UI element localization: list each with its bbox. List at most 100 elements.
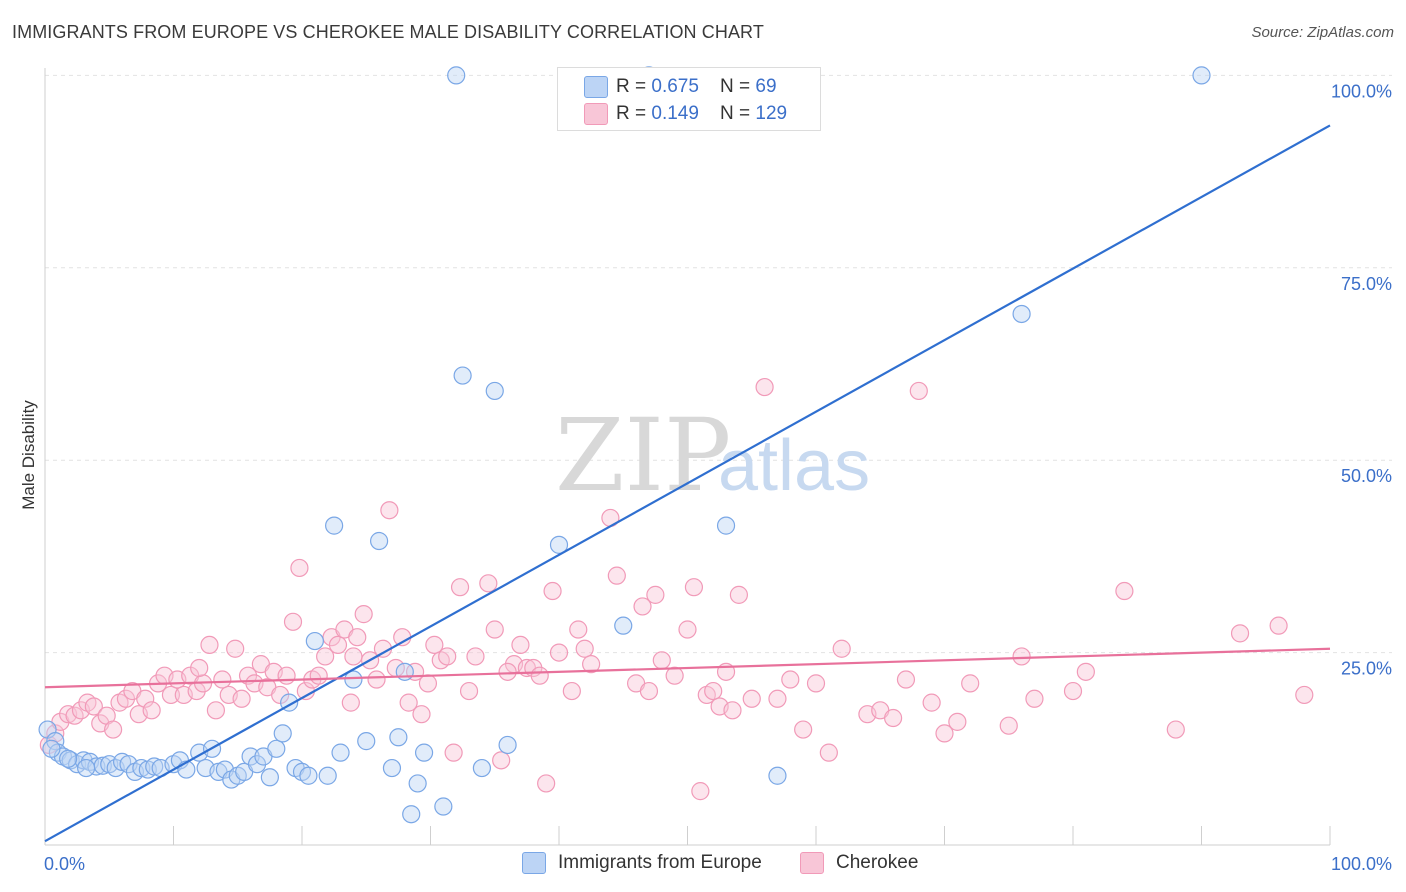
- cherokee-point: [492, 751, 511, 770]
- cherokee-point: [459, 681, 479, 701]
- cherokee-point: [511, 635, 530, 655]
- cherokee-point: [562, 681, 581, 701]
- cherokee-point: [704, 681, 723, 701]
- cherokee-point: [1115, 581, 1134, 601]
- europe-point: [325, 516, 344, 535]
- cherokee-point: [190, 658, 209, 678]
- legend-row-europe: R = 0.675 N = 69: [584, 74, 777, 100]
- cherokee-point: [206, 701, 226, 720]
- x-tick-label-min: 0.0%: [44, 854, 85, 874]
- cherokee-point: [794, 720, 813, 739]
- chart-title: IMMIGRANTS FROM EUROPE VS CHEROKEE MALE …: [12, 22, 764, 42]
- cherokee-point: [290, 558, 309, 578]
- cherokee-point: [226, 639, 245, 658]
- cherokee-point: [607, 566, 626, 585]
- watermark-atlas: atlas: [718, 426, 870, 506]
- bottom-legend-europe[interactable]: Immigrants from Europe: [522, 852, 762, 874]
- europe-point: [267, 739, 286, 758]
- cherokee-point: [549, 643, 569, 662]
- europe-point: [472, 758, 491, 778]
- cherokee-point: [84, 697, 103, 716]
- legend-swatch-cherokee: [584, 103, 608, 125]
- cherokee-point: [380, 501, 399, 520]
- cherokee-point: [1295, 685, 1314, 705]
- cherokee-point: [1076, 662, 1095, 681]
- cherokee-point: [1025, 689, 1044, 708]
- cherokee-trend-line: [44, 647, 1331, 689]
- watermark-zip: ZIP: [555, 397, 731, 514]
- cherokee-point: [646, 585, 665, 604]
- cherokee-point: [961, 674, 980, 693]
- cherokee-point: [328, 635, 348, 655]
- cherokee-point: [896, 670, 916, 689]
- cherokee-point: [665, 666, 684, 685]
- cherokee-point: [530, 666, 549, 685]
- legend-r-label: R =: [616, 103, 652, 124]
- europe-point: [716, 516, 736, 535]
- europe-point: [408, 774, 427, 793]
- cherokee-point: [232, 689, 251, 708]
- cherokee-point: [819, 743, 838, 762]
- cherokee-point: [678, 620, 697, 639]
- cherokee-point: [142, 701, 161, 720]
- europe-point: [485, 381, 504, 401]
- europe-point: [768, 766, 787, 785]
- legend-label-europe: Immigrants from Europe: [558, 852, 762, 873]
- cherokee-point: [277, 666, 296, 685]
- y-tick-label: 75.0%: [1341, 274, 1392, 294]
- europe-point: [395, 662, 414, 681]
- cherokee-point: [832, 639, 851, 658]
- europe-point: [299, 766, 318, 785]
- cherokee-point: [723, 701, 742, 720]
- legend-swatch-cherokee: [800, 852, 824, 874]
- cherokee-point: [1063, 681, 1083, 701]
- europe-point: [273, 724, 292, 743]
- cherokee-point: [729, 585, 749, 604]
- europe-point: [42, 739, 61, 758]
- source-label: Source: ZipAtlas.com: [1251, 24, 1394, 41]
- cherokee-point: [1166, 720, 1185, 739]
- europe-point: [77, 758, 96, 778]
- cherokee-point: [909, 381, 928, 401]
- europe-point: [318, 766, 337, 785]
- europe-point: [447, 66, 466, 85]
- cherokee-point: [354, 605, 373, 624]
- legend-n-label: N =: [720, 76, 756, 97]
- legend-swatch-europe: [584, 76, 608, 98]
- cherokee-point: [466, 647, 485, 666]
- europe-point: [59, 749, 78, 768]
- legend-n-value: 129: [755, 103, 788, 124]
- y-tick-label: 100.0%: [1331, 81, 1392, 101]
- europe-point: [145, 757, 164, 776]
- cherokee-point: [367, 670, 386, 689]
- europe-point: [402, 805, 421, 824]
- cherokee-point: [438, 647, 457, 666]
- cherokee-point: [633, 597, 652, 616]
- cherokee-point: [684, 578, 704, 597]
- cherokee-point: [883, 708, 903, 728]
- europe-point: [549, 535, 569, 554]
- bottom-legend-cherokee[interactable]: Cherokee: [800, 852, 918, 874]
- cherokee-point: [1230, 624, 1250, 643]
- europe-point: [370, 531, 389, 551]
- europe-point: [357, 732, 376, 751]
- data-points: [38, 66, 1314, 824]
- correlation-legend: R = 0.675 N = 69 R = 0.149 N = 129: [557, 67, 821, 131]
- cherokee-point: [412, 705, 431, 724]
- axes: [44, 68, 1331, 846]
- cherokee-point: [344, 647, 363, 666]
- legend-r-value: 0.675: [651, 76, 699, 97]
- europe-point: [1192, 66, 1211, 85]
- cherokee-point: [935, 724, 954, 743]
- europe-point: [434, 797, 453, 816]
- europe-point: [260, 768, 279, 787]
- legend-r-label: R =: [616, 76, 652, 97]
- cherokee-point: [450, 578, 470, 597]
- y-tick-label: 25.0%: [1341, 659, 1392, 679]
- cherokee-point: [543, 581, 562, 601]
- cherokee-point: [922, 693, 941, 712]
- cherokee-point: [781, 670, 800, 689]
- cherokee-point: [479, 574, 498, 593]
- cherokee-point: [485, 620, 504, 639]
